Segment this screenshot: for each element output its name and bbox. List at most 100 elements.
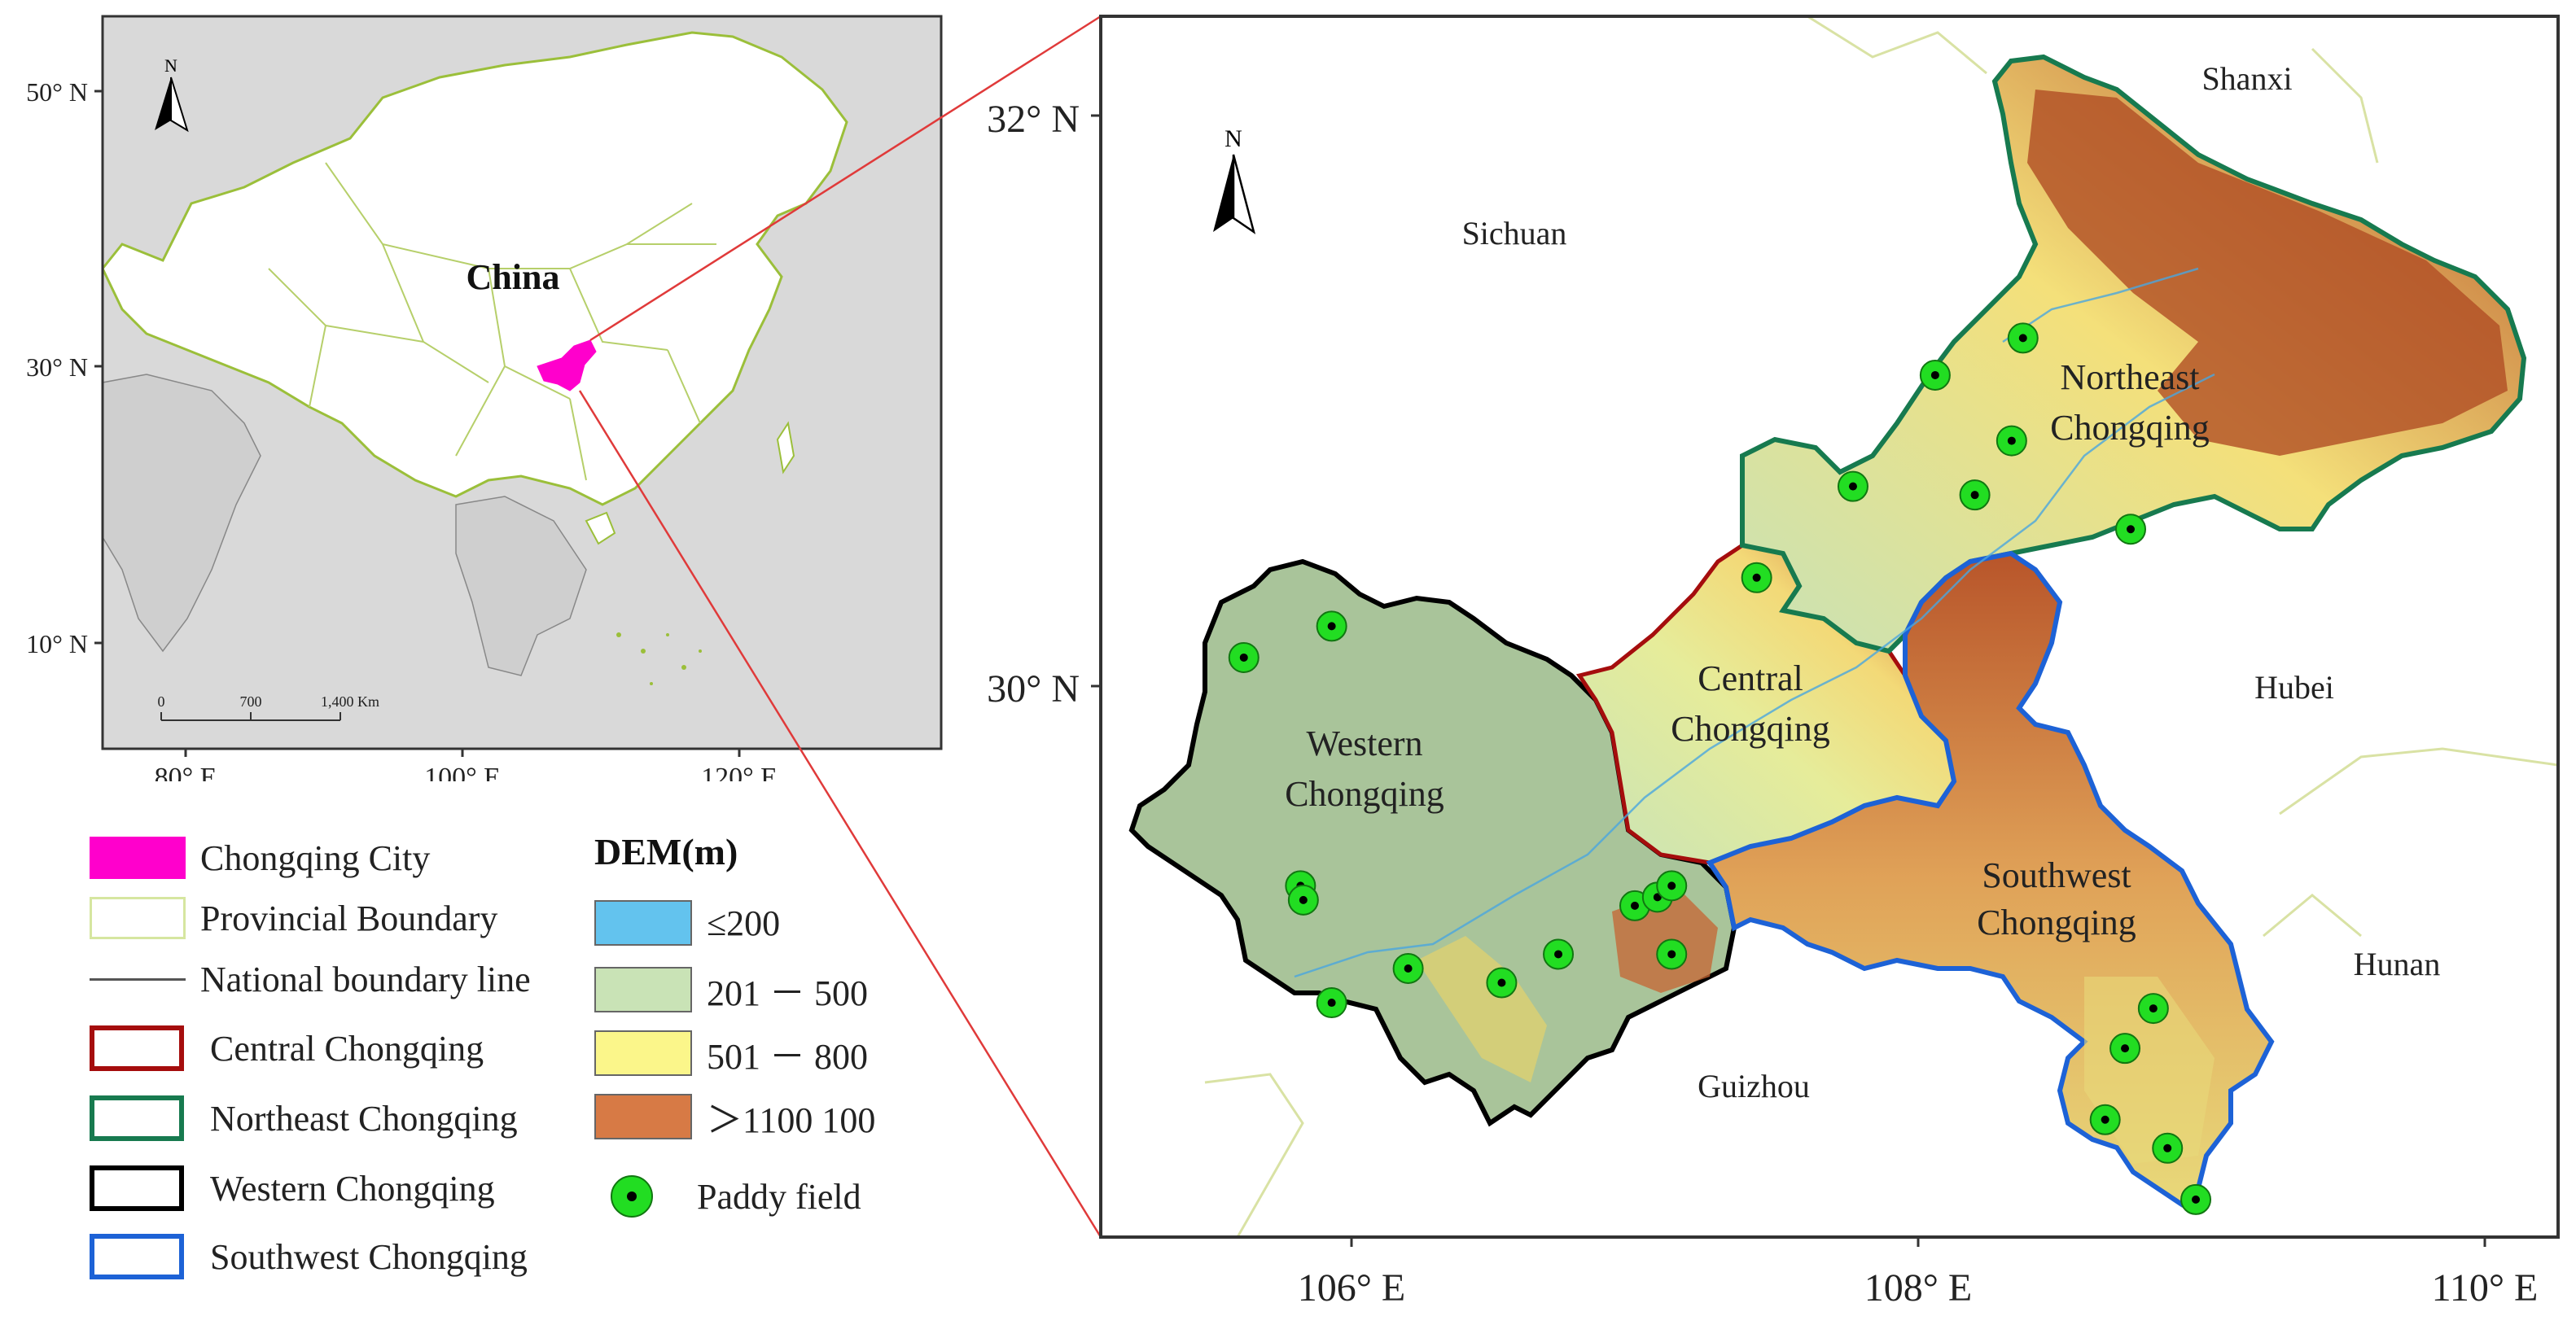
label-guizhou: Guizhou [1698, 1068, 1810, 1104]
legend-label-southwest-chongqing: Southwest Chongqing [210, 1236, 528, 1277]
label-southwest-line1: Southwest [1982, 855, 2131, 895]
legend-swatch-western-chongqing [90, 1165, 184, 1211]
legend-dem-swatch-1 [594, 900, 692, 946]
legend-dem-title: DEM(m) [594, 831, 738, 872]
legend-paddy-label: Paddy field [697, 1176, 861, 1217]
island-specks [616, 632, 702, 685]
legend-item-western-chongqing: Western Chongqing [90, 1165, 495, 1211]
south-asia-land [103, 374, 261, 653]
legend-dem-label-3: 501 － 800 [707, 1037, 868, 1077]
paddy-field-marker [1741, 562, 1772, 593]
hainan-island [585, 511, 616, 545]
legend-swatch-northeast-chongqing [90, 1095, 184, 1141]
label-western-line2: Chongqing [1285, 774, 1444, 814]
legend-label-chongqing-city: Chongqing City [200, 837, 431, 878]
main-lon-label-106: 106° E [1298, 1266, 1406, 1310]
legend-dem-class-1: ≤200 [594, 900, 780, 946]
paddy-field-legend-icon [594, 1172, 692, 1221]
paddy-field-marker [2115, 514, 2146, 545]
inset-lon-label-100: 100° E [424, 763, 501, 781]
paddy-field-marker [1996, 425, 2027, 457]
legend-label-provincial-boundary: Provincial Boundary [200, 898, 498, 938]
northeast-relief [2027, 90, 2508, 456]
legend-item-national-boundary: National boundary line [90, 959, 531, 1000]
label-southwest-line2: Chongqing [1977, 903, 2136, 942]
legend-paddy-field: Paddy field [594, 1172, 861, 1221]
svg-text:N: N [164, 55, 177, 76]
inset-map: 50° N 30° N 10° N 80° E 100° E 120° E N … [26, 15, 943, 781]
paddy-field-marker [2007, 322, 2039, 354]
paddy-field-marker [1486, 967, 1518, 999]
legend-dem-label-2: 201 － 500 [707, 973, 868, 1013]
legend-label-central-chongqing: Central Chongqing [210, 1028, 484, 1069]
label-western-line1: Western [1306, 724, 1422, 763]
legend-dem-swatch-2 [594, 967, 692, 1012]
legend-dem-label-4: ＞1100 100 [707, 1100, 876, 1140]
label-hubei: Hubei [2254, 669, 2334, 706]
legend-dem-class-4: ＞1100 100 [594, 1091, 875, 1143]
legend-swatch-national-boundary [90, 978, 186, 981]
inset-country-label: China [467, 257, 560, 297]
scale-tick-1400: 1,400 Km [321, 693, 379, 710]
paddy-field-marker [2180, 1183, 2212, 1215]
china-landmass [103, 31, 848, 506]
legend-dem: DEM(m) ≤200 201 － 500 501 － 800 ＞1100 10… [591, 830, 1047, 1286]
legend-dem-swatch-4 [594, 1094, 692, 1139]
legend-swatch-southwest-chongqing [90, 1234, 184, 1279]
legend-dem-class-2: 201 － 500 [594, 964, 868, 1016]
inset-scale-bar [160, 712, 341, 721]
legend-label-western-chongqing: Western Chongqing [210, 1168, 495, 1209]
paddy-field-marker [1656, 870, 1688, 902]
legend-dem-swatch-3 [594, 1030, 692, 1076]
paddy-field-marker [2089, 1104, 2121, 1135]
paddy-field-marker [1392, 952, 1424, 984]
label-northeast-line2: Chongqing [2050, 408, 2210, 448]
legend-dem-class-3: 501 － 800 [594, 1027, 868, 1079]
legend-swatch-chongqing-city [90, 837, 186, 879]
label-central-line2: Chongqing [1671, 709, 1830, 749]
legend-dem-label-1: ≤200 [707, 903, 781, 943]
western-relief [1417, 936, 1547, 1082]
legend-swatch-central-chongqing [90, 1025, 184, 1071]
inset-lon-label-120: 120° E [701, 763, 778, 781]
main-lat-label-30: 30° N [987, 667, 1080, 711]
main-lon-ticks [1350, 1237, 2486, 1247]
inset-frame [101, 15, 943, 750]
scale-tick-700: 700 [240, 693, 262, 710]
main-north-arrow-icon: N [1213, 125, 1256, 234]
paddy-field-marker [1837, 470, 1868, 502]
main-lat-label-32: 32° N [987, 98, 1080, 141]
western-chongqing-region [1128, 558, 1737, 1127]
label-northeast-line1: Northeast [2060, 357, 2199, 397]
southeast-asia-land [455, 496, 587, 676]
paddy-field-marker [1543, 938, 1575, 970]
legend-left: Chongqing City Provincial Boundary Natio… [90, 830, 594, 1318]
paddy-field-marker [2152, 1132, 2184, 1164]
legend-item-chongqing-city: Chongqing City [90, 837, 430, 879]
label-sichuan: Sichuan [1462, 215, 1567, 251]
legend-item-northeast-chongqing: Northeast Chongqing [90, 1095, 518, 1141]
inset-lat-ticks [94, 90, 103, 645]
paddy-field-marker [1919, 359, 1951, 391]
inset-lat-label-30: 30° N [26, 352, 88, 382]
neighbor-boundary-lines [1204, 16, 2558, 1237]
paddy-field-marker [2109, 1033, 2141, 1065]
legend-item-provincial-boundary: Provincial Boundary [90, 897, 497, 939]
label-hunan: Hunan [2354, 946, 2441, 982]
legend-item-southwest-chongqing: Southwest Chongqing [90, 1234, 528, 1279]
inset-lat-label-10: 10° N [26, 629, 88, 658]
legend-label-northeast-chongqing: Northeast Chongqing [210, 1098, 518, 1139]
chongqing-highlight [537, 339, 597, 391]
inset-lon-ticks [184, 749, 741, 757]
label-shanxi: Shanxi [2201, 60, 2292, 97]
legend-label-national-boundary: National boundary line [200, 960, 531, 999]
main-lon-label-108: 108° E [1864, 1266, 1973, 1310]
inset-north-arrow-icon: N [155, 55, 189, 133]
main-lat-ticks [1091, 114, 1101, 688]
paddy-field-marker [1959, 479, 1991, 511]
label-central-line1: Central [1698, 658, 1803, 698]
taiwan-island [776, 421, 795, 474]
inset-lon-label-80: 80° E [155, 763, 217, 781]
